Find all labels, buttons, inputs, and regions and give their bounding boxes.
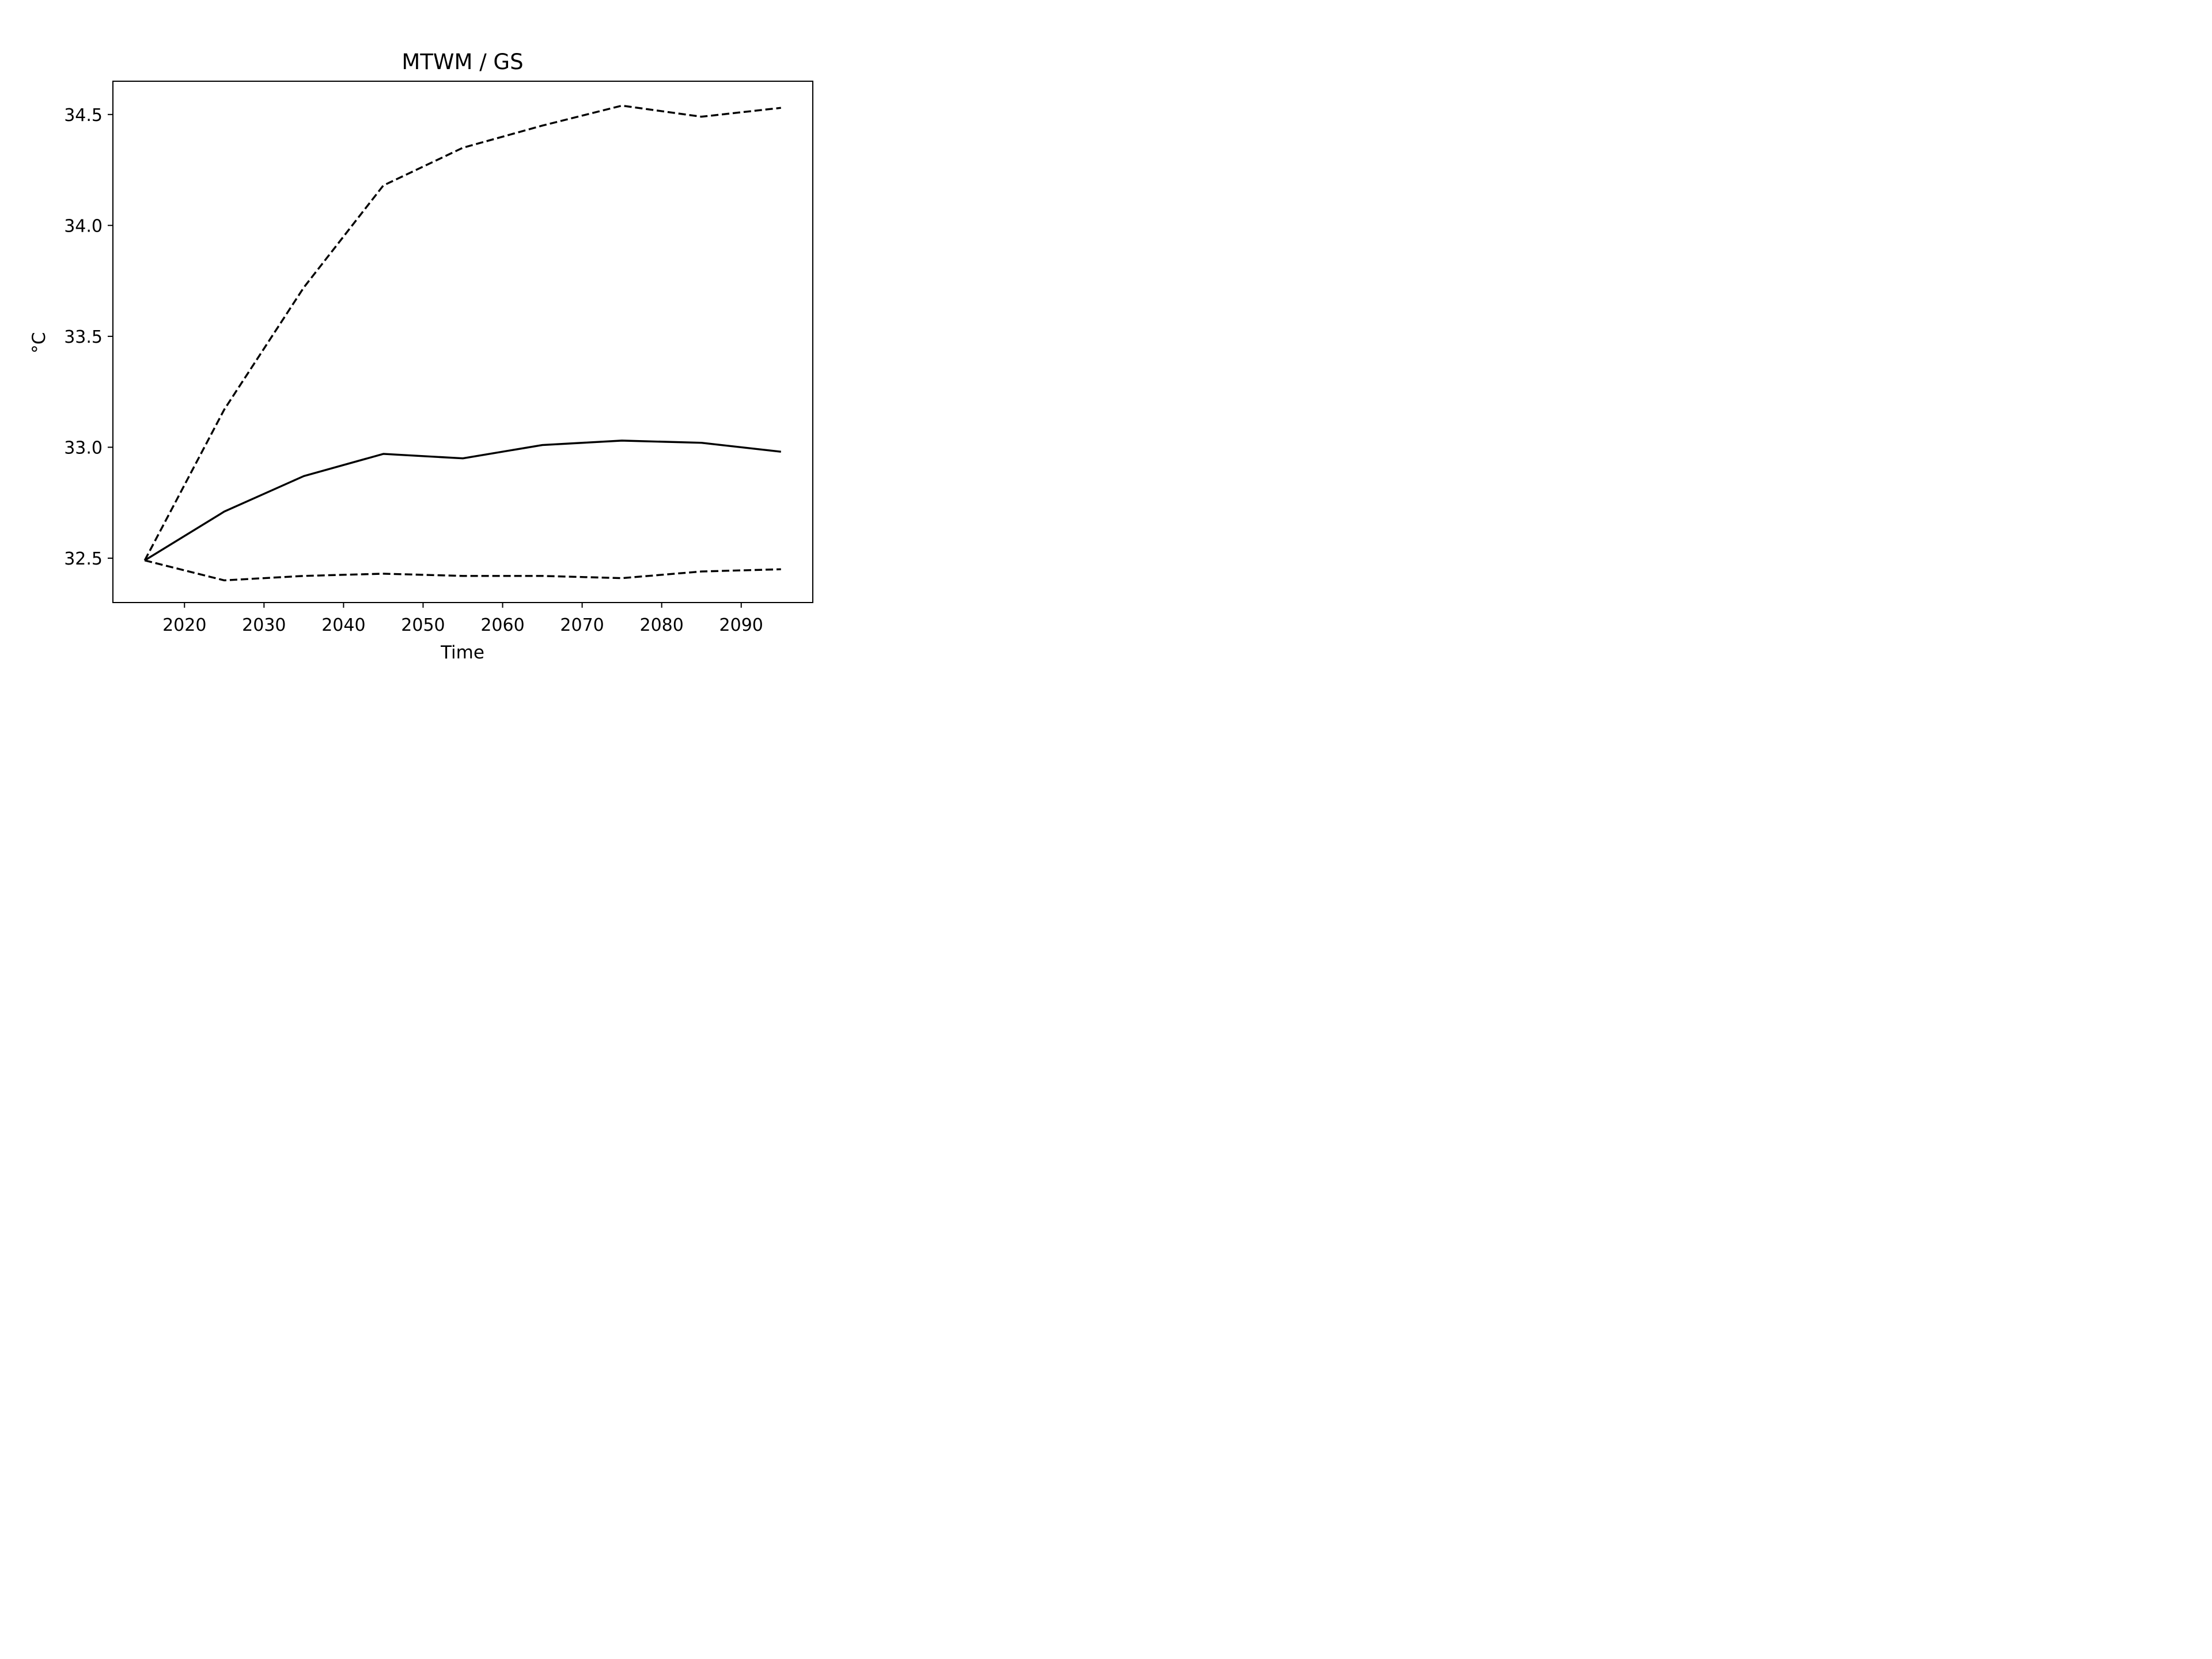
x-tick-label: 2040 [321, 615, 365, 635]
dashed-series-line-1 [143, 104, 781, 561]
chart: MTWM / GS 2020 2030 2040 2050 2060 2070 2080 20… [29, 50, 813, 663]
dashed-series-line-2 [144, 559, 781, 582]
x-axis: 2020 2030 2040 2050 2060 2070 2080 2090 [162, 603, 763, 635]
y-tick-label: 33.5 [64, 327, 103, 347]
solid-series-line-0 [144, 440, 781, 562]
x-tick-label: 2060 [480, 615, 524, 635]
x-tick-label: 2020 [162, 615, 206, 635]
y-tick-label: 34.5 [64, 105, 103, 126]
x-tick-label: 2090 [719, 615, 763, 635]
x-tick-label: 2030 [242, 615, 286, 635]
y-axis: 32.5 33.0 33.5 34.0 34.5 [64, 105, 113, 569]
series-layer [143, 104, 781, 582]
x-tick-label: 2050 [401, 615, 445, 635]
y-tick-label: 32.5 [64, 549, 103, 569]
x-tick-label: 2080 [639, 615, 683, 635]
y-tick-label: 33.0 [64, 438, 103, 458]
y-tick-label: 34.0 [64, 216, 103, 236]
plot-frame [112, 81, 813, 603]
chart-title: MTWM / GS [402, 50, 523, 74]
x-tick-label: 2070 [560, 615, 604, 635]
x-axis-label: Time [440, 642, 484, 663]
y-axis-label: °C [29, 332, 50, 353]
